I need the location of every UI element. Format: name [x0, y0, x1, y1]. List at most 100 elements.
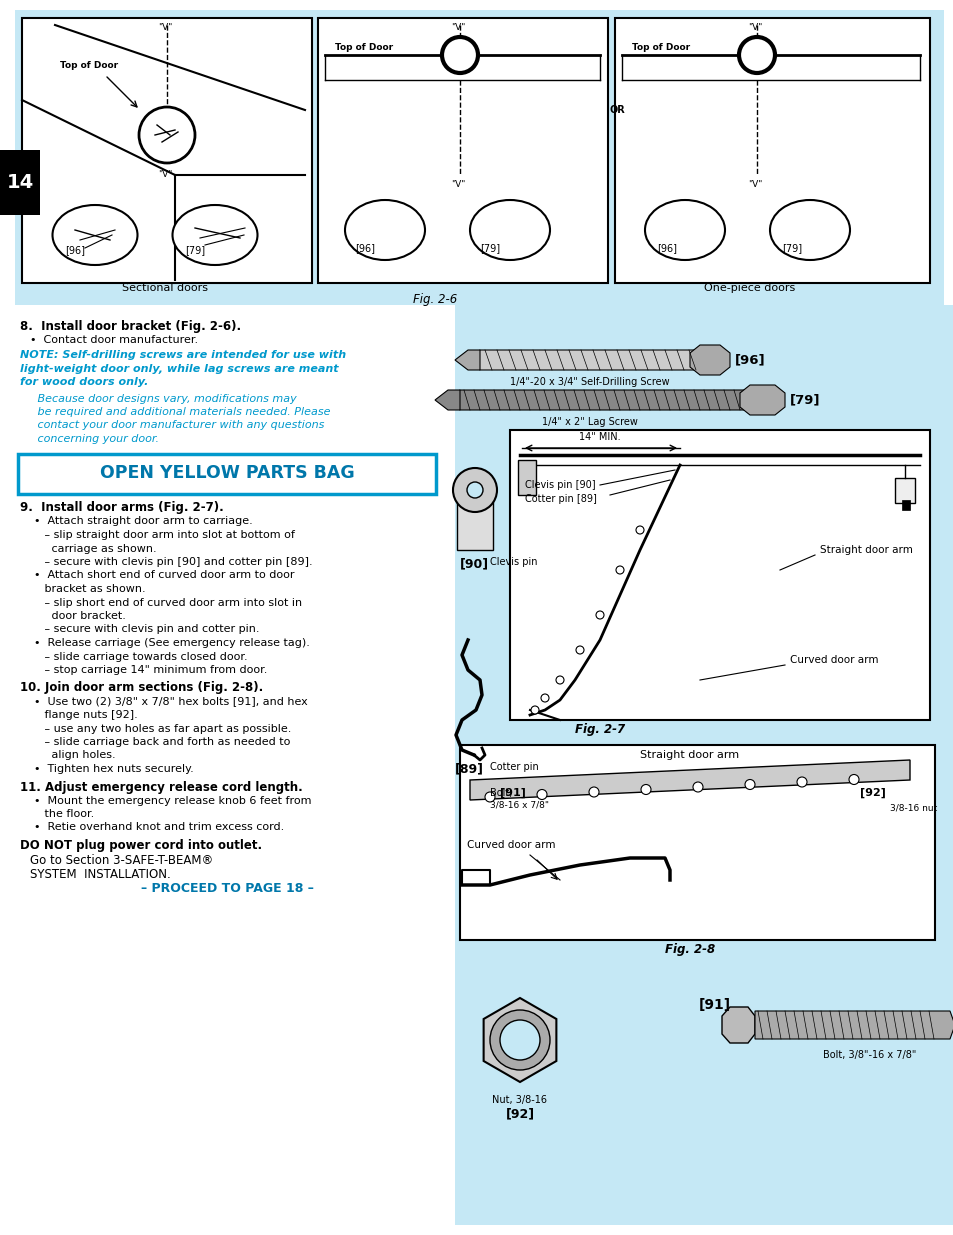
Text: Because door designs vary, modifications may: Because door designs vary, modifications… [20, 394, 296, 404]
Text: 1/4" x 2" Lag Screw: 1/4" x 2" Lag Screw [541, 417, 638, 427]
Text: Top of Door: Top of Door [631, 43, 689, 53]
Text: Straight door arm: Straight door arm [639, 750, 739, 760]
Text: NOTE: Self-drilling screws are intended for use with: NOTE: Self-drilling screws are intended … [20, 350, 346, 359]
Text: •  Attach straight door arm to carriage.: • Attach straight door arm to carriage. [20, 516, 253, 526]
Text: DO NOT plug power cord into outlet.: DO NOT plug power cord into outlet. [20, 839, 262, 852]
Bar [459, 745, 934, 940]
Text: OR: OR [608, 105, 624, 115]
Circle shape [739, 37, 774, 73]
Text: •  Attach short end of curved door arm to door: • Attach short end of curved door arm to… [20, 571, 294, 580]
Text: [91]: [91] [699, 998, 730, 1011]
Text: Bolt,: Bolt, [490, 788, 512, 798]
Text: align holes.: align holes. [20, 751, 115, 761]
Polygon shape [435, 390, 459, 410]
Text: [91]: [91] [499, 788, 525, 798]
Text: for wood doors only.: for wood doors only. [20, 377, 149, 387]
Circle shape [467, 482, 482, 498]
Text: flange nuts [92].: flange nuts [92]. [20, 710, 137, 720]
Text: be required and additional materials needed. Please: be required and additional materials nee… [20, 408, 330, 417]
Circle shape [540, 694, 548, 701]
Circle shape [453, 468, 497, 513]
Text: – slip straight door arm into slot at bottom of: – slip straight door arm into slot at bo… [20, 530, 294, 540]
Text: •  Mount the emergency release knob 6 feet from: • Mount the emergency release knob 6 fee… [20, 795, 312, 805]
Text: – slide carriage back and forth as needed to: – slide carriage back and forth as neede… [20, 737, 290, 747]
Polygon shape [483, 998, 556, 1082]
Text: carriage as shown.: carriage as shown. [20, 543, 156, 553]
Bar [317, 19, 607, 283]
Text: •  Retie overhand knot and trim excess cord.: • Retie overhand knot and trim excess co… [20, 823, 284, 832]
Bar [510, 430, 929, 720]
Bar [0, 149, 40, 215]
Ellipse shape [172, 205, 257, 266]
Polygon shape [448, 390, 754, 410]
Circle shape [537, 789, 546, 799]
Text: [79]: [79] [789, 394, 820, 406]
Text: Curved door arm: Curved door arm [789, 655, 878, 664]
Text: OPEN YELLOW PARTS BAG: OPEN YELLOW PARTS BAG [99, 464, 354, 483]
Bar [455, 955, 953, 1225]
Text: Fig. 2-6: Fig. 2-6 [413, 293, 456, 306]
Text: "V": "V" [747, 23, 761, 32]
Text: "V": "V" [451, 23, 465, 32]
Text: "V": "V" [157, 170, 172, 179]
Bar [894, 478, 914, 503]
Text: Straight door arm: Straight door arm [820, 545, 912, 555]
Bar [517, 459, 536, 495]
Text: [96]: [96] [355, 243, 375, 253]
Text: Fig. 2-7: Fig. 2-7 [575, 722, 624, 736]
Text: Clevis pin [90]: Clevis pin [90] [524, 480, 595, 490]
Polygon shape [721, 1007, 754, 1044]
Ellipse shape [52, 205, 137, 266]
Text: "V": "V" [157, 23, 172, 32]
Text: – stop carriage 14" minimum from door.: – stop carriage 14" minimum from door. [20, 664, 267, 676]
Text: Clevis pin: Clevis pin [490, 557, 537, 567]
Text: [89]: [89] [455, 762, 483, 776]
Text: Fig. 2-8: Fig. 2-8 [664, 944, 715, 956]
Bar [455, 305, 953, 1225]
Text: [79]: [79] [781, 243, 801, 253]
Text: door bracket.: door bracket. [20, 611, 126, 621]
Ellipse shape [644, 200, 724, 261]
Text: Sectional doors: Sectional doors [122, 283, 208, 293]
Bar [18, 453, 436, 494]
Text: •  Release carriage (See emergency release tag).: • Release carriage (See emergency releas… [20, 638, 310, 648]
Polygon shape [754, 1011, 953, 1039]
Text: contact your door manufacturer with any questions: contact your door manufacturer with any … [20, 420, 324, 431]
Text: [96]: [96] [65, 245, 85, 254]
Circle shape [796, 777, 806, 787]
Circle shape [576, 646, 583, 655]
Text: – PROCEED TO PAGE 18 –: – PROCEED TO PAGE 18 – [140, 883, 314, 895]
Text: Curved door arm: Curved door arm [467, 840, 555, 850]
Text: light-weight door only, while lag screws are meant: light-weight door only, while lag screws… [20, 363, 338, 373]
Text: 14" MIN.: 14" MIN. [578, 432, 620, 442]
Text: 1/4"-20 x 3/4" Self-Drilling Screw: 1/4"-20 x 3/4" Self-Drilling Screw [510, 377, 669, 387]
Text: Bolt, 3/8"-16 x 7/8": Bolt, 3/8"-16 x 7/8" [822, 1050, 916, 1060]
Text: Nut, 3/8-16: Nut, 3/8-16 [492, 1095, 547, 1105]
Circle shape [848, 774, 858, 784]
Bar [456, 490, 493, 550]
Text: – slide carriage towards closed door.: – slide carriage towards closed door. [20, 652, 248, 662]
Polygon shape [470, 760, 909, 800]
Text: One-piece doors: One-piece doors [703, 283, 795, 293]
Polygon shape [689, 345, 729, 375]
Bar [901, 500, 909, 510]
Circle shape [744, 779, 754, 789]
Text: SYSTEM  INSTALLATION.: SYSTEM INSTALLATION. [30, 867, 171, 881]
Circle shape [596, 611, 603, 619]
Ellipse shape [345, 200, 424, 261]
Text: Go to Section 3-SAFE-T-BEAM®: Go to Section 3-SAFE-T-BEAM® [30, 853, 213, 867]
Polygon shape [468, 350, 709, 370]
Text: "V": "V" [451, 180, 465, 189]
Text: – use any two holes as far apart as possible.: – use any two holes as far apart as poss… [20, 724, 291, 734]
Text: 9.  Install door arms (Fig. 2-7).: 9. Install door arms (Fig. 2-7). [20, 501, 224, 515]
Bar [22, 19, 312, 283]
Text: concerning your door.: concerning your door. [20, 433, 159, 445]
Bar [615, 19, 929, 283]
Bar [15, 10, 943, 305]
Text: [90]: [90] [459, 557, 489, 571]
Text: •  Tighten hex nuts securely.: • Tighten hex nuts securely. [20, 764, 193, 774]
Text: [79]: [79] [479, 243, 499, 253]
Text: – slip short end of curved door arm into slot in: – slip short end of curved door arm into… [20, 598, 302, 608]
Ellipse shape [470, 200, 550, 261]
Circle shape [441, 37, 477, 73]
